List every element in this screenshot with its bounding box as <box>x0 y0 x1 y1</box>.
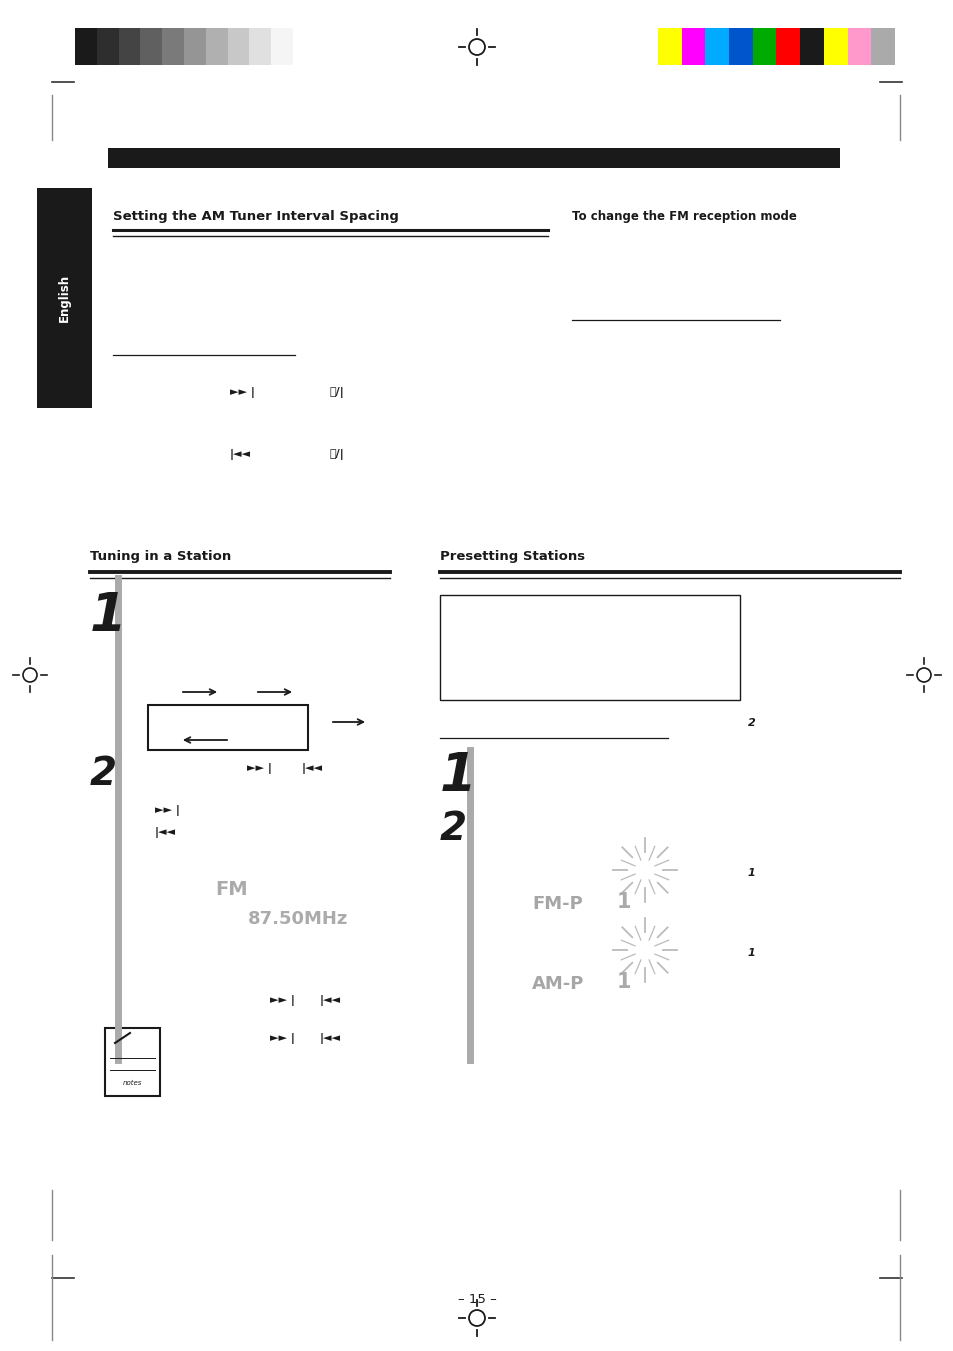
Text: 1: 1 <box>747 867 755 878</box>
Text: Tuning in a Station: Tuning in a Station <box>90 550 231 563</box>
Bar <box>658 28 681 65</box>
Text: ►► |: ►► | <box>270 994 294 1005</box>
Text: FM-P: FM-P <box>532 894 582 913</box>
Bar <box>184 28 206 65</box>
Text: ►► |: ►► | <box>247 762 272 774</box>
Bar <box>96 28 118 65</box>
Text: FM: FM <box>214 880 248 898</box>
Bar <box>148 705 308 750</box>
Bar <box>271 28 293 65</box>
Bar <box>752 28 776 65</box>
Text: |◄◄: |◄◄ <box>319 1032 340 1043</box>
Bar <box>800 28 823 65</box>
Text: ⏻/|: ⏻/| <box>330 388 344 399</box>
Text: Setting the AM Tuner Interval Spacing: Setting the AM Tuner Interval Spacing <box>112 209 398 223</box>
Bar <box>162 28 184 65</box>
Bar <box>118 28 140 65</box>
Bar <box>206 28 228 65</box>
Text: – 15 –: – 15 – <box>457 1293 496 1306</box>
Text: 1: 1 <box>747 948 755 958</box>
Text: 2: 2 <box>90 755 117 793</box>
Text: notes: notes <box>122 1079 142 1086</box>
Bar <box>249 28 271 65</box>
Text: |◄◄: |◄◄ <box>154 827 175 838</box>
Text: ►► |: ►► | <box>270 1032 294 1043</box>
Bar <box>37 188 91 408</box>
Text: 2: 2 <box>439 811 467 848</box>
Text: 87.50MHz: 87.50MHz <box>248 911 348 928</box>
Text: AM-P: AM-P <box>532 975 584 993</box>
Text: 1: 1 <box>90 590 127 642</box>
Bar <box>776 28 800 65</box>
Text: Presetting Stations: Presetting Stations <box>439 550 584 563</box>
Bar <box>870 28 894 65</box>
Text: |◄◄: |◄◄ <box>319 994 340 1005</box>
Bar <box>728 28 752 65</box>
Bar <box>75 28 96 65</box>
Text: To change the FM reception mode: To change the FM reception mode <box>572 209 796 223</box>
Text: ►► |: ►► | <box>230 388 254 399</box>
Text: 2: 2 <box>747 717 755 728</box>
Bar <box>439 594 740 700</box>
Bar <box>228 28 249 65</box>
Text: 1: 1 <box>617 971 631 992</box>
Text: 1: 1 <box>617 892 631 912</box>
Text: ►► |: ►► | <box>154 804 180 816</box>
Text: 1: 1 <box>439 750 476 802</box>
Bar <box>140 28 162 65</box>
Text: |◄◄: |◄◄ <box>302 762 323 774</box>
Text: English: English <box>58 274 71 322</box>
Text: |◄◄: |◄◄ <box>230 450 251 461</box>
Bar <box>105 1028 160 1096</box>
Bar <box>108 149 840 168</box>
Bar <box>846 28 870 65</box>
Text: ⏻/|: ⏻/| <box>330 450 344 461</box>
Bar <box>704 28 728 65</box>
Bar <box>681 28 704 65</box>
Bar <box>823 28 846 65</box>
